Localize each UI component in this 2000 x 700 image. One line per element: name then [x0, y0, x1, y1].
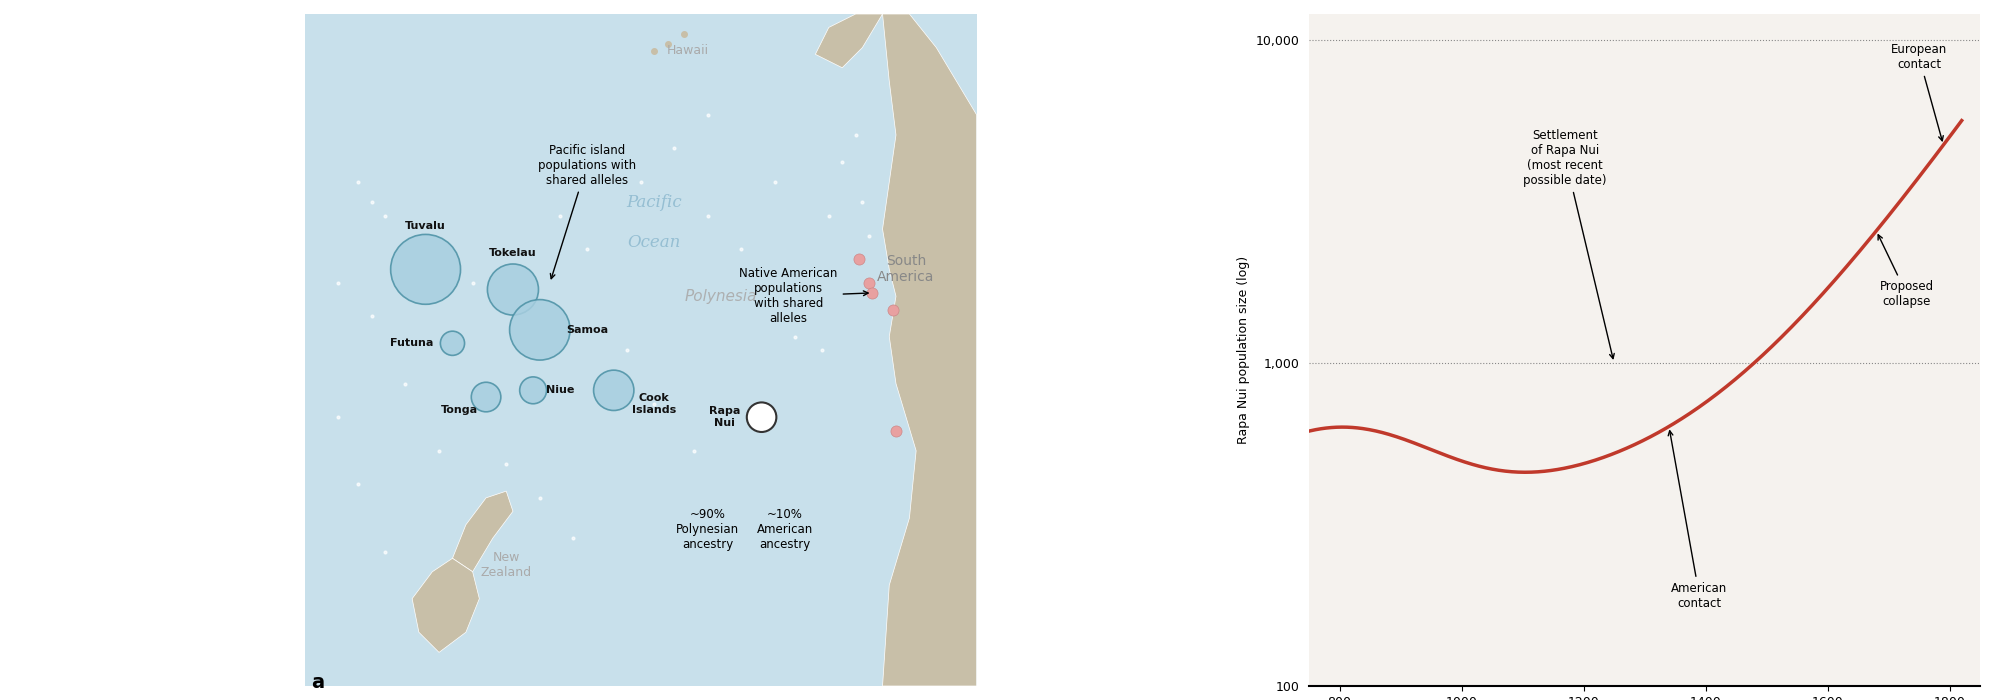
Text: New
Zealand: New Zealand	[480, 551, 532, 579]
Circle shape	[594, 370, 634, 410]
Text: Polynesia: Polynesia	[686, 288, 758, 304]
Text: Native American
populations
with shared
alleles: Native American populations with shared …	[740, 267, 868, 326]
Text: Niue: Niue	[546, 385, 574, 396]
Polygon shape	[882, 14, 976, 686]
Circle shape	[472, 382, 500, 412]
Text: South
America: South America	[878, 254, 934, 284]
Text: Tuvalu: Tuvalu	[406, 220, 446, 231]
Text: Tonga: Tonga	[440, 405, 478, 416]
Text: ~10%
American
ancestry: ~10% American ancestry	[756, 508, 814, 551]
Text: Futuna: Futuna	[390, 338, 434, 349]
Y-axis label: Rapa Nui population size (log): Rapa Nui population size (log)	[1236, 256, 1250, 444]
Circle shape	[390, 234, 460, 304]
Text: European
contact: European contact	[1890, 43, 1948, 141]
Text: Samoa: Samoa	[566, 325, 608, 335]
Text: Ocean: Ocean	[628, 234, 680, 251]
Polygon shape	[452, 491, 512, 572]
Text: Pacific island
populations with
shared alleles: Pacific island populations with shared a…	[538, 144, 636, 279]
Polygon shape	[412, 559, 480, 652]
Circle shape	[746, 402, 776, 432]
Circle shape	[510, 300, 570, 360]
Text: a: a	[312, 673, 324, 692]
Text: Rapa
Nui: Rapa Nui	[708, 407, 740, 428]
Circle shape	[520, 377, 546, 404]
Polygon shape	[816, 14, 882, 68]
Text: American
contact: American contact	[1668, 430, 1728, 610]
Text: ~90%
Polynesian
ancestry: ~90% Polynesian ancestry	[676, 508, 740, 551]
Text: Tokelau: Tokelau	[490, 248, 536, 258]
Circle shape	[488, 264, 538, 315]
Text: Cook
Islands: Cook Islands	[632, 393, 676, 414]
Text: Pacific: Pacific	[626, 194, 682, 211]
Text: Settlement
of Rapa Nui
(most recent
possible date): Settlement of Rapa Nui (most recent poss…	[1524, 129, 1614, 358]
Text: Proposed
collapse: Proposed collapse	[1878, 234, 1934, 308]
Text: Hawaii: Hawaii	[666, 45, 708, 57]
Circle shape	[440, 331, 464, 356]
